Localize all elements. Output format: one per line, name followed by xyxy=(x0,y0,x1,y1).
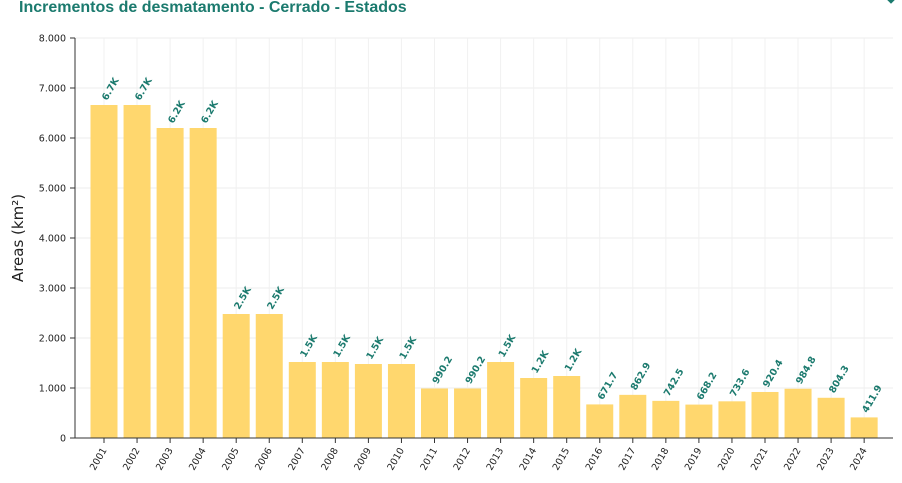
data-label-2001: 6.7K xyxy=(100,75,122,102)
data-label-2006: 2.5K xyxy=(265,284,287,311)
data-label-2015: 1.2K xyxy=(563,346,585,373)
data-label-2005: 2.5K xyxy=(232,284,254,311)
bar-2022[interactable] xyxy=(784,388,812,438)
x-tick-label-2023: 2023 xyxy=(815,446,837,472)
x-tick-label-2013: 2013 xyxy=(485,446,507,472)
bar-2024[interactable] xyxy=(850,417,878,438)
bar-2019[interactable] xyxy=(685,404,713,438)
x-tick-label-2003: 2003 xyxy=(154,446,176,472)
data-label-2002: 6.7K xyxy=(133,75,155,102)
x-tick-label-2016: 2016 xyxy=(584,446,606,472)
bar-2015[interactable] xyxy=(553,376,581,438)
y-tick-label: 6.000 xyxy=(39,134,66,145)
x-tick-label-2021: 2021 xyxy=(749,446,771,472)
bar-2007[interactable] xyxy=(288,362,316,438)
bar-2009[interactable] xyxy=(354,364,382,438)
bar-2012[interactable] xyxy=(454,388,482,438)
x-tick-label-2006: 2006 xyxy=(253,446,275,472)
x-tick-label-2015: 2015 xyxy=(551,446,573,472)
x-tick-label-2002: 2002 xyxy=(121,446,143,472)
x-tick-label-2005: 2005 xyxy=(220,446,242,472)
y-tick-label: 0 xyxy=(60,434,66,445)
x-tick-label-2012: 2012 xyxy=(452,446,474,472)
data-label-2013: 1.5K xyxy=(497,332,519,359)
x-tick-label-2004: 2004 xyxy=(187,446,209,472)
bar-2023[interactable] xyxy=(817,397,845,438)
y-tick-label: 1.000 xyxy=(39,384,66,395)
data-label-2010: 1.5K xyxy=(398,334,420,361)
bar-2005[interactable] xyxy=(222,314,250,438)
x-tick-label-2020: 2020 xyxy=(716,446,738,472)
data-label-2009: 1.5K xyxy=(364,334,386,361)
data-label-2004: 6.2K xyxy=(199,98,221,125)
x-tick-label-2010: 2010 xyxy=(385,446,407,472)
y-tick-label: 5.000 xyxy=(39,184,66,195)
x-tick-label-2017: 2017 xyxy=(617,446,639,472)
x-tick-label-2019: 2019 xyxy=(683,446,705,472)
bar-2001[interactable] xyxy=(90,105,118,438)
y-tick-label: 3.000 xyxy=(39,284,66,295)
y-tick-label: 2.000 xyxy=(39,334,66,345)
x-tick-label-2018: 2018 xyxy=(650,446,672,472)
data-label-2008: 1.5K xyxy=(331,332,353,359)
data-label-2007: 1.5K xyxy=(298,332,320,359)
bar-2016[interactable] xyxy=(586,404,614,438)
y-tick-label: 7.000 xyxy=(39,84,66,95)
y-tick-label: 8.000 xyxy=(39,34,66,45)
x-tick-label-2024: 2024 xyxy=(848,446,870,472)
chevron-down-icon[interactable] xyxy=(884,0,898,6)
bar-2014[interactable] xyxy=(520,378,548,438)
bar-2008[interactable] xyxy=(321,362,349,438)
x-tick-label-2022: 2022 xyxy=(782,446,804,472)
bar-2003[interactable] xyxy=(156,128,184,438)
x-tick-label-2007: 2007 xyxy=(286,446,308,472)
x-tick-label-2001: 2001 xyxy=(88,446,110,472)
x-tick-label-2008: 2008 xyxy=(319,446,341,472)
x-tick-label-2011: 2011 xyxy=(418,446,440,472)
bar-2013[interactable] xyxy=(487,362,515,438)
x-tick-label-2009: 2009 xyxy=(352,446,374,472)
bar-2018[interactable] xyxy=(652,400,680,438)
bar-2011[interactable] xyxy=(421,388,448,438)
y-axis-label: Areas (km²) xyxy=(9,194,27,282)
y-tick-label: 4.000 xyxy=(39,234,66,245)
bar-2010[interactable] xyxy=(387,364,415,438)
bar-2004[interactable] xyxy=(189,128,217,438)
bar-2006[interactable] xyxy=(255,314,283,438)
bar-2021[interactable] xyxy=(751,391,779,438)
bar-2020[interactable] xyxy=(718,401,746,438)
bars xyxy=(90,105,878,438)
bar-2002[interactable] xyxy=(123,105,151,438)
x-tick-label-2014: 2014 xyxy=(518,446,540,472)
bar-2017[interactable] xyxy=(619,394,647,438)
chart-title: Incrementos de desmatamento - Cerrado - … xyxy=(19,0,407,16)
data-label-2003: 6.2K xyxy=(166,98,188,125)
data-label-2014: 1.2K xyxy=(530,348,552,375)
